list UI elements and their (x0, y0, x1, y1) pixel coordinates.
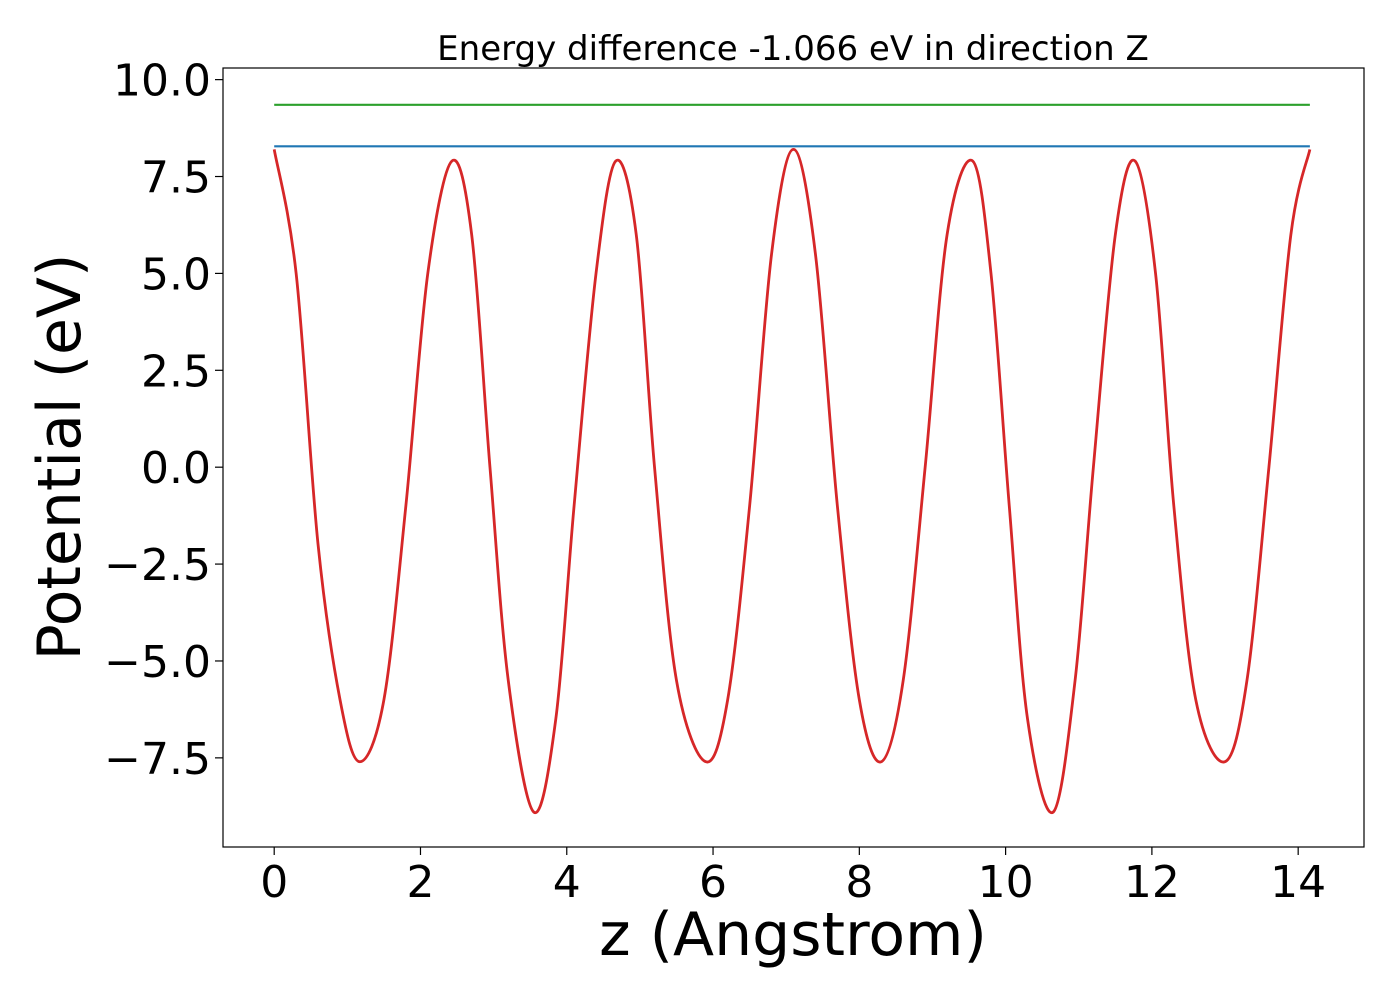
x-axis-label: z (Angstrom) (599, 900, 987, 970)
y-tick-label: 2.5 (141, 346, 211, 397)
x-tick-label: 4 (553, 857, 581, 908)
series-layer (272, 103, 1312, 814)
x-tick-label: 10 (978, 857, 1034, 908)
x-tick-label: 8 (845, 857, 873, 908)
y-tick-label: 0.0 (141, 443, 211, 494)
x-tick-label: 0 (260, 857, 288, 908)
y-tick-label: −2.5 (104, 540, 211, 591)
chart-title: Energy difference -1.066 eV in direction… (437, 29, 1149, 69)
y-tick-label: 5.0 (141, 249, 211, 300)
x-tick-label: 12 (1124, 857, 1180, 908)
x-tick-label: 6 (699, 857, 727, 908)
x-axis: 0 2 4 6 8 10 12 14 (260, 847, 1326, 908)
y-tick-label: −5.0 (104, 637, 211, 688)
x-tick-label: 2 (406, 857, 434, 908)
y-tick-label: 7.5 (141, 153, 211, 204)
y-axis-label: Potential (eV) (25, 254, 95, 661)
series-line-1 (272, 147, 1312, 814)
y-tick-label: 10.0 (113, 56, 211, 107)
y-tick-label: −7.5 (104, 734, 211, 785)
y-axis: 10.0 7.5 5.0 2.5 0.0 −2.5 −5.0 −7.5 (104, 56, 223, 785)
x-tick-label: 14 (1270, 857, 1326, 908)
plot-frame (222, 67, 1365, 848)
